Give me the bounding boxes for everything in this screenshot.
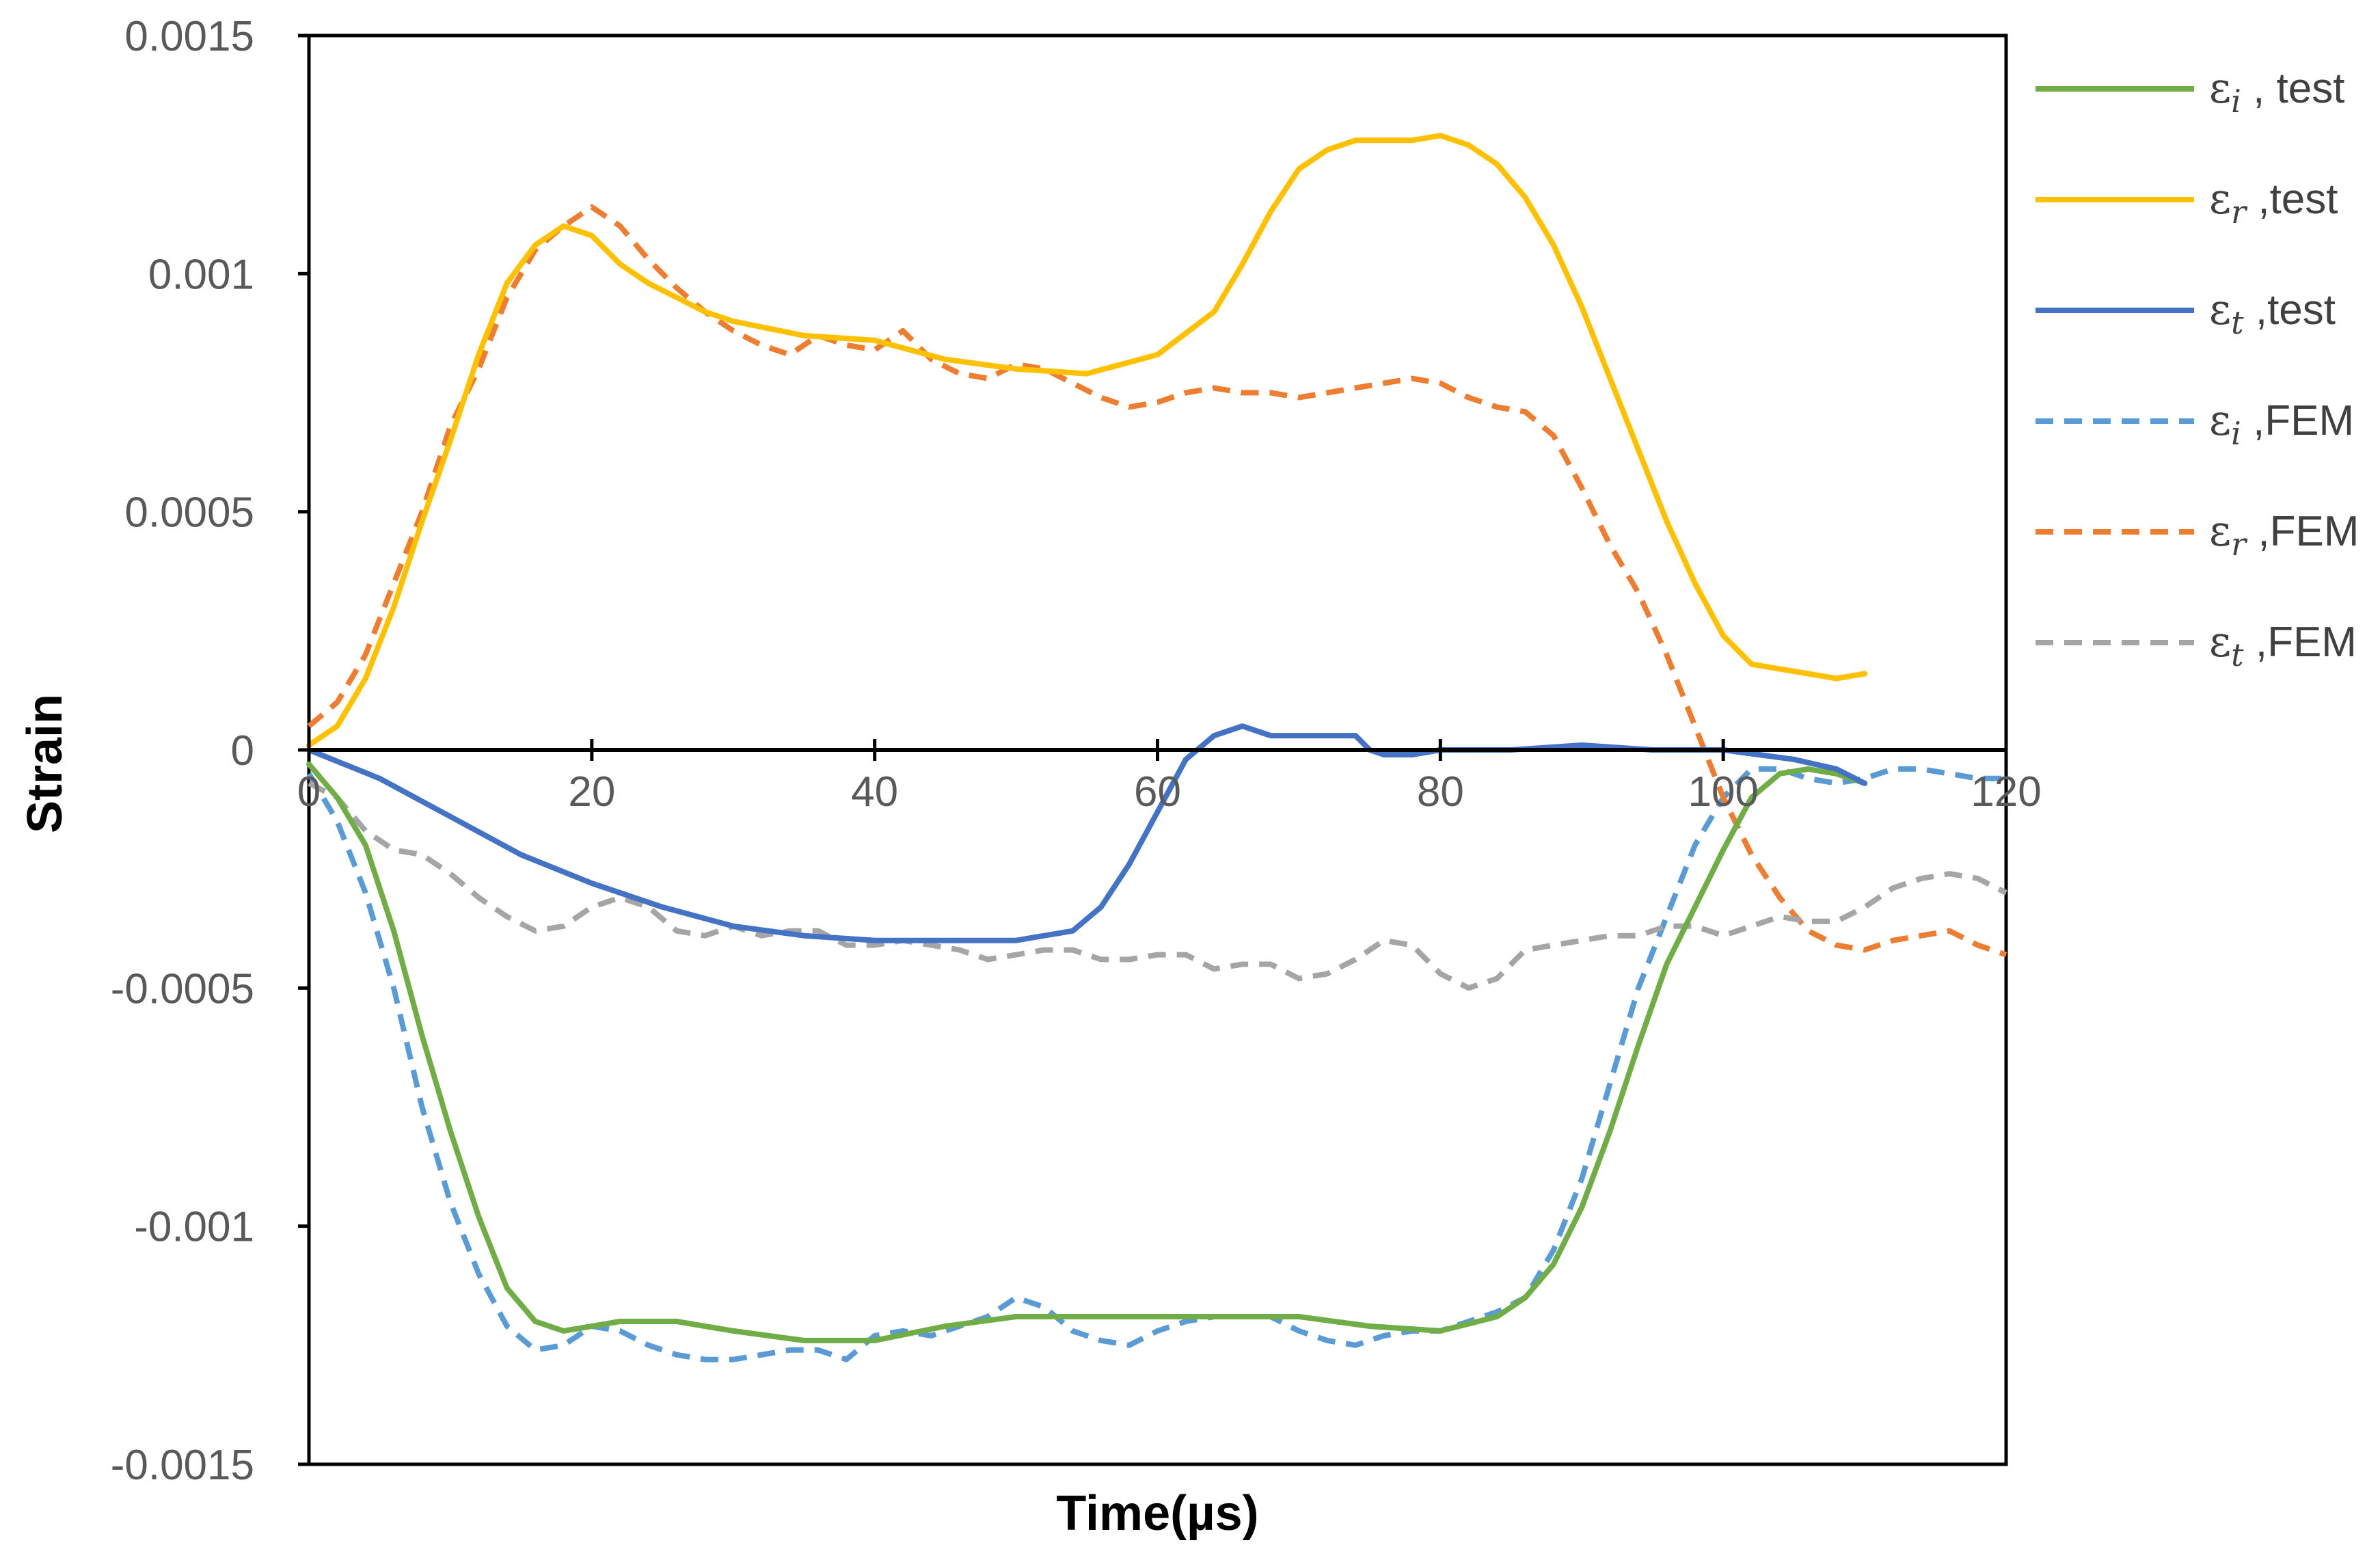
y-tick-label: 0.0005 xyxy=(124,489,254,537)
series-line-4 xyxy=(306,766,2006,1362)
legend-suffix: ,FEM xyxy=(2244,619,2357,666)
series-line-1 xyxy=(306,761,1868,1343)
legend-subscript: t xyxy=(2231,304,2244,341)
legend-suffix: ,FEM xyxy=(2246,508,2359,555)
legend-subscript: i xyxy=(2231,415,2241,452)
legend-symbol: ε xyxy=(2209,63,2231,113)
y-tick-label: -0.0015 xyxy=(111,1442,254,1489)
series-layer xyxy=(306,133,2007,1362)
y-tick-label: -0.0005 xyxy=(111,965,254,1012)
legend-suffix: ,test xyxy=(2246,176,2338,223)
x-tick-label: 100 xyxy=(1688,768,1758,816)
x-tick-label: 80 xyxy=(1417,768,1464,816)
legend-subscript: t xyxy=(2231,636,2244,673)
x-tick-label: 120 xyxy=(1971,768,2041,816)
legend-subscript: r xyxy=(2231,193,2248,230)
legend-label: εt ,FEM xyxy=(2209,617,2357,673)
series-line-5 xyxy=(307,204,2007,958)
legend-label: εi , test xyxy=(2209,63,2344,120)
x-tick-label: 60 xyxy=(1134,768,1181,816)
x-axis-title: Time(µs) xyxy=(1056,1486,1258,1541)
series-line-6 xyxy=(308,781,2007,991)
legend-label: εt ,test xyxy=(2209,284,2336,341)
y-tick-label: 0.001 xyxy=(148,251,254,298)
y-tick-label: 0 xyxy=(231,727,254,775)
legend-symbol: ε xyxy=(2209,284,2231,334)
legend-subscript: r xyxy=(2231,526,2248,563)
series-line-3 xyxy=(306,723,1868,943)
legend-symbol: ε xyxy=(2209,174,2231,224)
legend-suffix: ,test xyxy=(2244,286,2336,334)
y-axis-ticks: 0.0015 0.001 0.0005 0 -0.0005 -0.001 -0.0015 xyxy=(111,13,309,1489)
legend-symbol: ε xyxy=(2209,617,2231,667)
x-tick-label: 0 xyxy=(297,768,321,816)
legend-label: εr ,test xyxy=(2209,174,2338,230)
y-tick-label: 0.0015 xyxy=(124,13,254,60)
y-axis-title: Strain xyxy=(18,694,72,833)
x-tick-label: 40 xyxy=(851,768,898,816)
legend-label: εr ,FEM xyxy=(2209,506,2359,563)
x-axis-ticks: 0 20 40 60 80 100 120 xyxy=(297,739,2042,816)
series-line-2 xyxy=(306,133,1868,748)
legend-suffix: , test xyxy=(2241,65,2345,112)
y-tick-label: -0.001 xyxy=(134,1204,254,1251)
x-tick-label: 20 xyxy=(568,768,615,816)
legend-suffix: ,FEM xyxy=(2241,397,2354,444)
legend-symbol: ε xyxy=(2209,395,2231,445)
legend-label: εi ,FEM xyxy=(2209,395,2354,452)
legend-symbol: ε xyxy=(2209,506,2231,556)
legend-subscript: i xyxy=(2231,83,2241,120)
